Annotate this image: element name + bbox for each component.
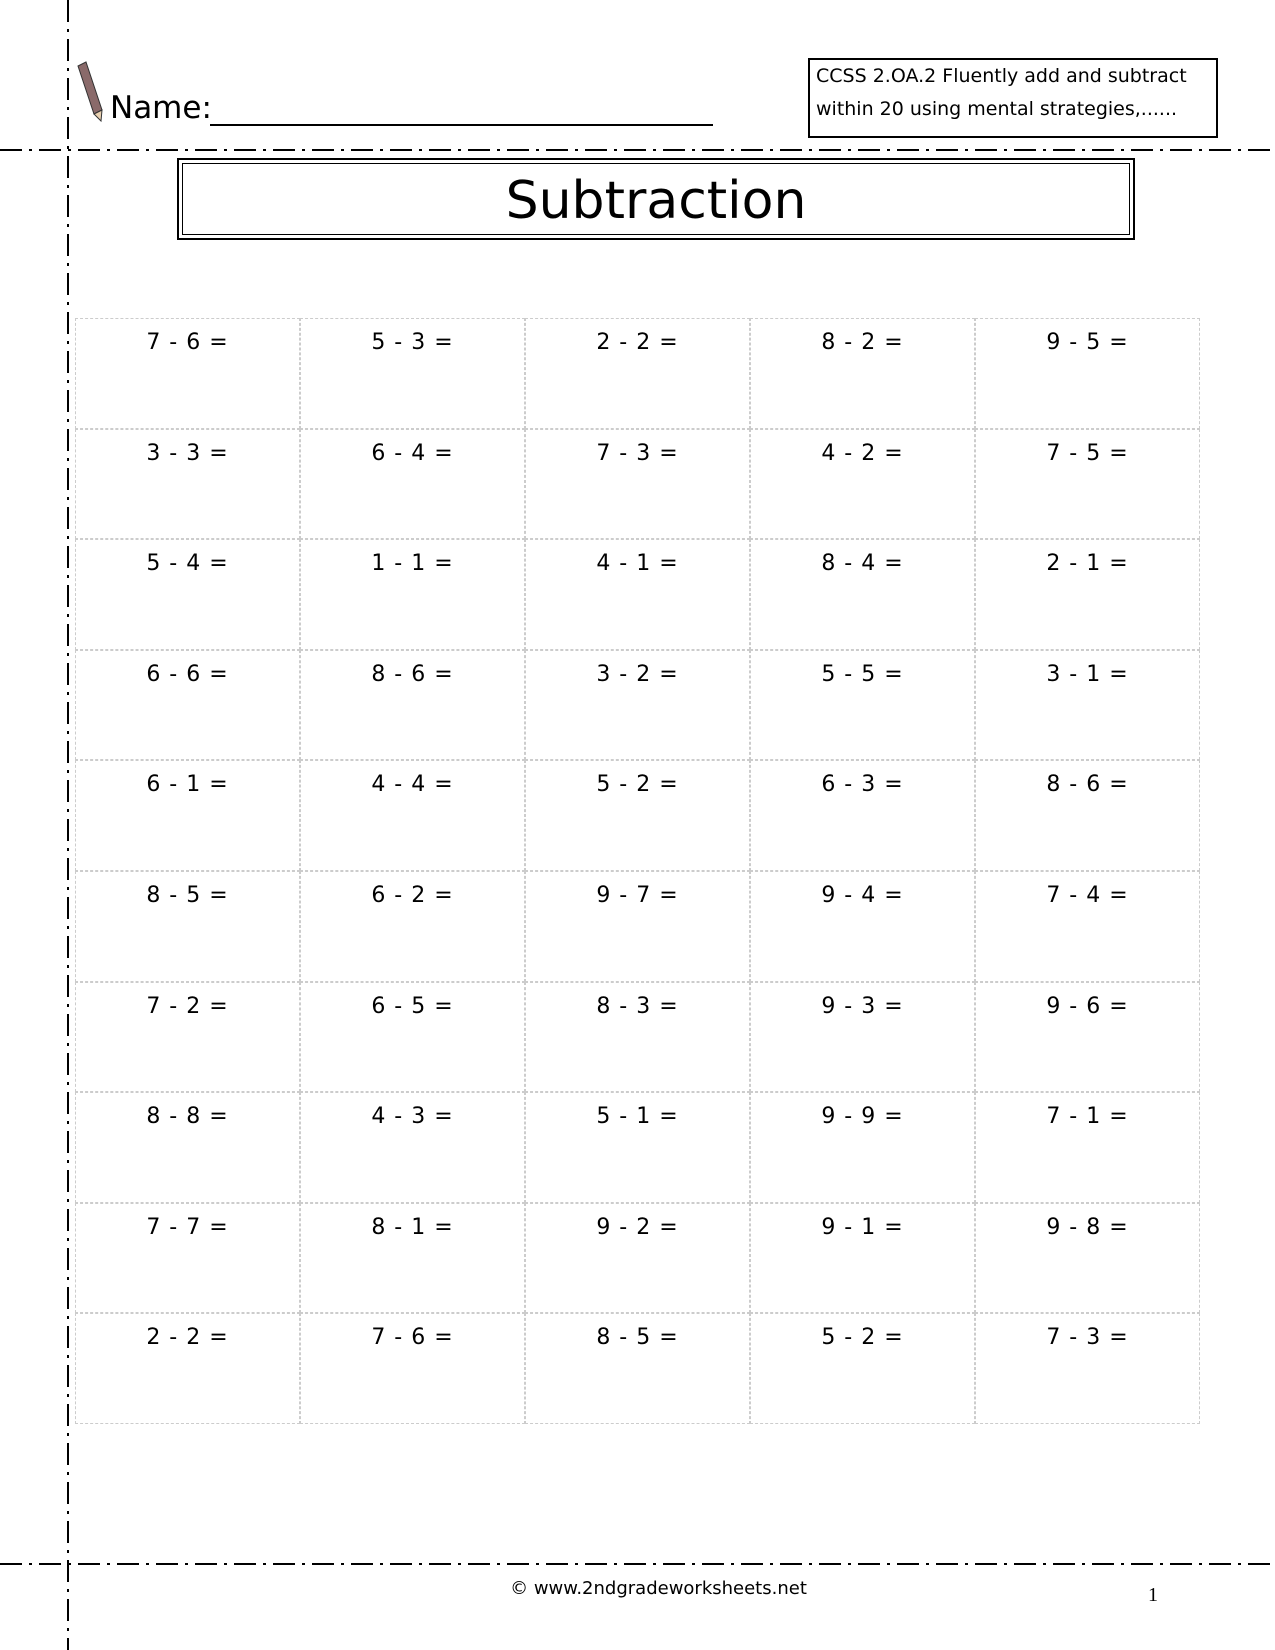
problem-cell: 9 - 6 = [975, 981, 1200, 1093]
problem-cell: 4 - 4 = [300, 760, 525, 871]
problem-cell: 2 - 1 = [975, 539, 1200, 650]
problem-cell: 9 - 1 = [750, 1202, 975, 1314]
problem-cell: 5 - 2 = [750, 1313, 975, 1424]
problem-cell: 8 - 8 = [75, 1092, 300, 1203]
problem-cell: 9 - 8 = [975, 1202, 1200, 1314]
standard-line: CCSS 2.OA.2 Fluently add and subtract [816, 65, 1187, 87]
problem-cell: 5 - 4 = [75, 539, 300, 650]
problem-cell: 7 - 4 = [975, 871, 1200, 982]
problem-cell: 2 - 2 = [525, 318, 750, 429]
problem-cell: 5 - 2 = [525, 760, 750, 871]
page-number: 1 [1148, 1584, 1158, 1606]
problem-cell: 3 - 3 = [75, 428, 300, 540]
standard-box: CCSS 2.OA.2 Fluently add and subtract wi… [808, 58, 1218, 138]
problem-cell: 9 - 3 = [750, 981, 975, 1093]
problem-grid: 7 - 6 = 5 - 3 = 2 - 2 = 8 - 2 = 9 - 5 = 3 - 3… [75, 318, 1200, 1424]
problem-cell: 7 - 3 = [525, 428, 750, 540]
name-line [210, 124, 713, 126]
problem-cell: 1 - 1 = [300, 539, 525, 650]
problem-cell: 8 - 4 = [750, 539, 975, 650]
problem-cell: 4 - 2 = [750, 428, 975, 540]
problem-cell: 4 - 3 = [300, 1092, 525, 1203]
problem-cell: 7 - 7 = [75, 1202, 300, 1314]
title-box: Subtraction [177, 158, 1135, 240]
problem-cell: 6 - 1 = [75, 760, 300, 871]
problem-cell: 7 - 5 = [975, 428, 1200, 540]
copyright: © www.2ndgradeworksheets.net [510, 1578, 807, 1599]
problem-cell: 8 - 3 = [525, 981, 750, 1093]
problem-cell: 9 - 7 = [525, 871, 750, 982]
problem-cell: 6 - 3 = [750, 760, 975, 871]
problem-cell: 3 - 1 = [975, 649, 1200, 761]
title: Subtraction [182, 163, 1130, 235]
pencil-icon [77, 61, 103, 123]
problem-cell: 8 - 5 = [75, 871, 300, 982]
problem-cell: 7 - 2 = [75, 981, 300, 1093]
problem-cell: 5 - 1 = [525, 1092, 750, 1203]
problem-cell: 2 - 2 = [75, 1313, 300, 1424]
problem-cell: 7 - 6 = [300, 1313, 525, 1424]
problem-cell: 9 - 4 = [750, 871, 975, 982]
problem-cell: 7 - 3 = [975, 1313, 1200, 1424]
problem-cell: 8 - 6 = [975, 760, 1200, 871]
problem-cell: 3 - 2 = [525, 649, 750, 761]
problem-cell: 8 - 2 = [750, 318, 975, 429]
problem-cell: 7 - 6 = [75, 318, 300, 429]
problem-cell: 5 - 3 = [300, 318, 525, 429]
problem-cell: 4 - 1 = [525, 539, 750, 650]
problem-cell: 6 - 6 = [75, 649, 300, 761]
problem-cell: 6 - 5 = [300, 981, 525, 1093]
problem-cell: 8 - 6 = [300, 649, 525, 761]
problem-cell: 6 - 4 = [300, 428, 525, 540]
problem-cell: 9 - 9 = [750, 1092, 975, 1203]
problem-cell: 8 - 5 = [525, 1313, 750, 1424]
standard-line: within 20 using mental strategies,...... [816, 98, 1178, 120]
problem-cell: 9 - 5 = [975, 318, 1200, 429]
problem-cell: 9 - 2 = [525, 1202, 750, 1314]
problem-cell: 6 - 2 = [300, 871, 525, 982]
problem-cell: 7 - 1 = [975, 1092, 1200, 1203]
problem-cell: 5 - 5 = [750, 649, 975, 761]
problem-cell: 8 - 1 = [300, 1202, 525, 1314]
name-label: Name: [110, 90, 212, 126]
